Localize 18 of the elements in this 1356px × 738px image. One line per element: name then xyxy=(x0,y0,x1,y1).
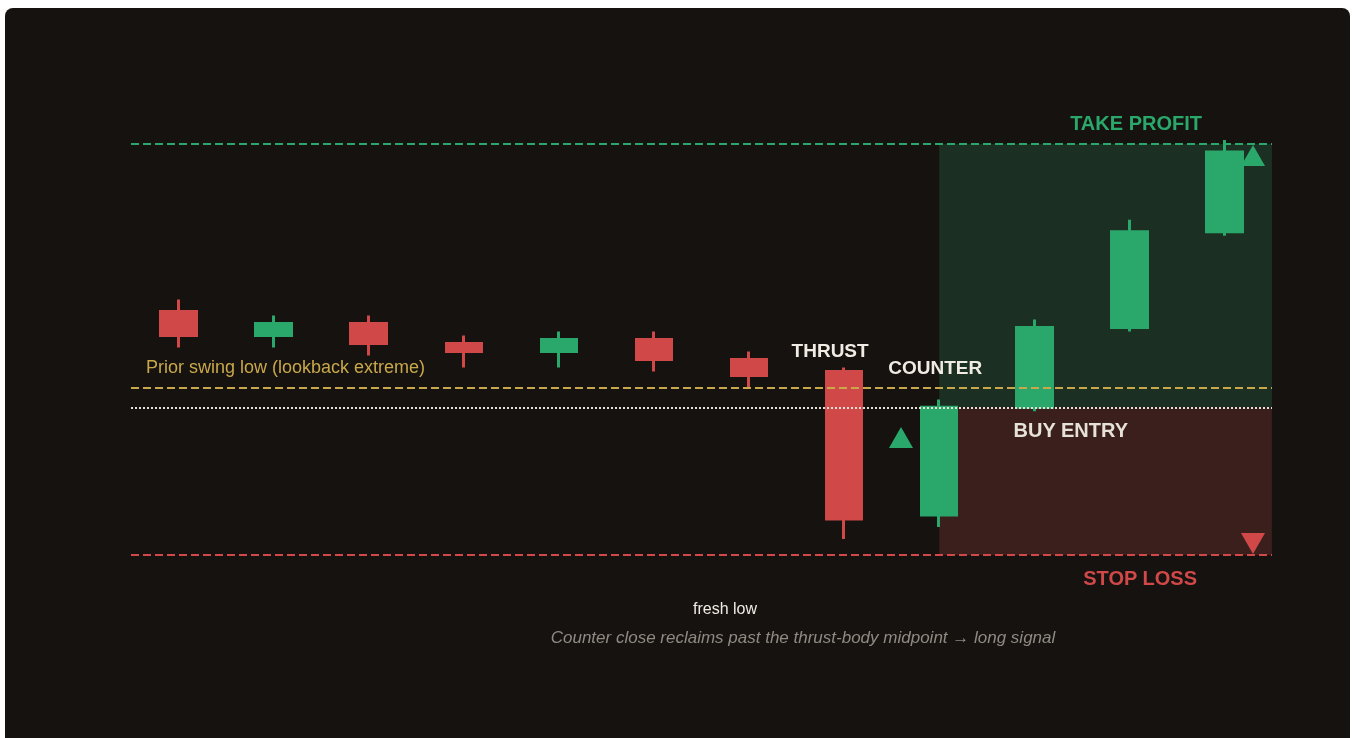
candlestick xyxy=(254,315,293,348)
ref-line-label: STOP LOSS xyxy=(1083,567,1197,589)
candlestick xyxy=(1015,319,1054,412)
text: fresh low xyxy=(692,600,758,618)
candlestick xyxy=(1110,219,1149,332)
ref-line-label: BUY ENTRY xyxy=(1013,419,1129,442)
candlestick xyxy=(635,331,673,372)
candlestick xyxy=(159,299,198,348)
annotation: THRUST xyxy=(791,340,869,363)
candlestick xyxy=(825,367,863,540)
candlestick xyxy=(349,315,388,356)
ref-line-label: TAKE PROFIT xyxy=(1070,111,1202,134)
candlestick xyxy=(540,331,578,368)
text: Counter close reclaims past the thrust-body midpoint → long signal xyxy=(550,628,1056,648)
ref-line-label: Prior swing low (lookback extreme) xyxy=(146,357,426,378)
candlestick xyxy=(445,335,483,368)
candlestick xyxy=(730,351,768,388)
annotation: COUNTER xyxy=(888,357,983,380)
